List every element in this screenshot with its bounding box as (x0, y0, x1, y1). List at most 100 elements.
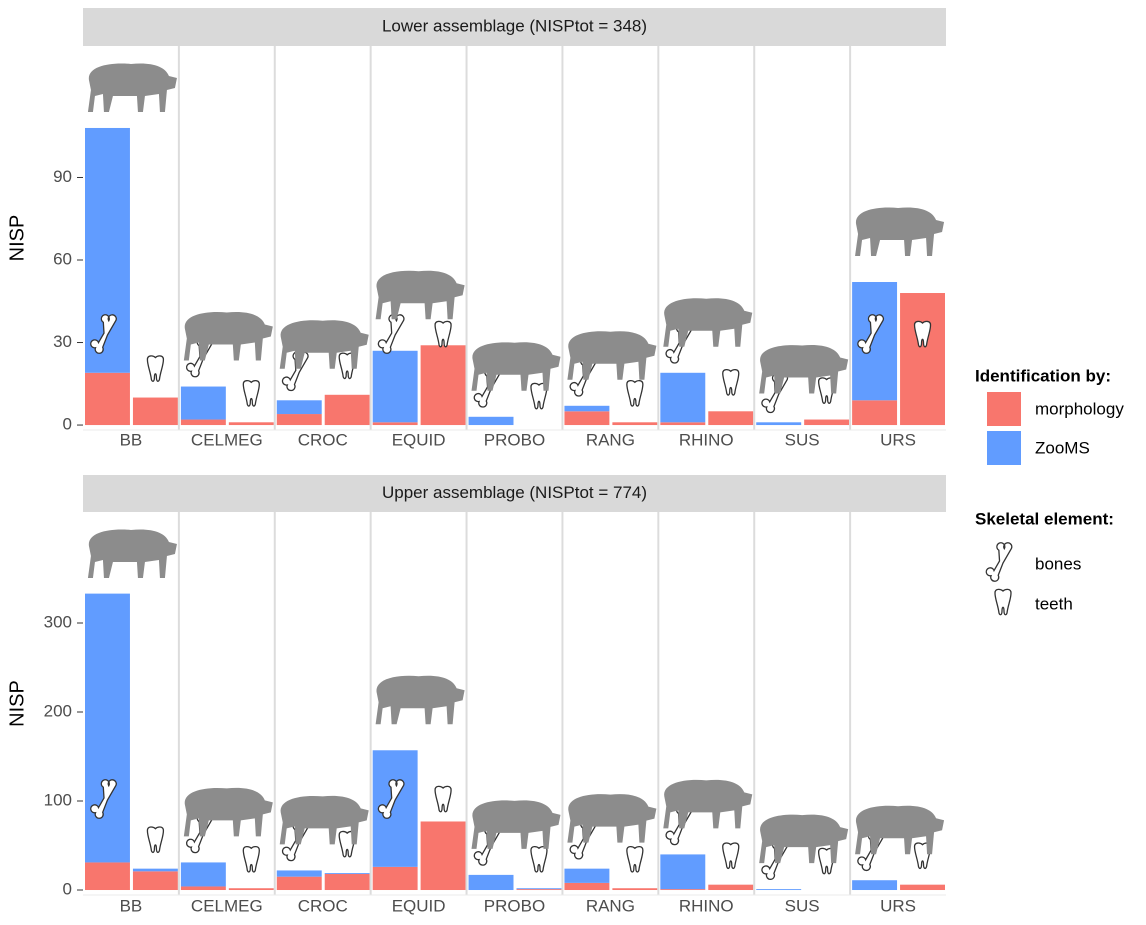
bar (708, 411, 754, 426)
bar (324, 873, 370, 874)
bar (276, 876, 322, 891)
animal-silhouette (567, 794, 657, 843)
bar (660, 422, 706, 426)
bar (228, 422, 274, 426)
tooth-icon (146, 826, 165, 854)
animal-silhouette (855, 805, 945, 855)
bar (276, 414, 322, 426)
animal-silhouette (471, 800, 561, 849)
strip (83, 475, 946, 512)
x-tick-label: CROC (298, 896, 348, 915)
y-tick-label: 100 (44, 790, 72, 809)
x-tick-label: SUS (785, 430, 820, 449)
x-tick-label: RANG (586, 896, 635, 915)
y-tick-label: 300 (44, 612, 72, 631)
bar (612, 422, 658, 426)
bar (132, 397, 178, 426)
bar (708, 884, 754, 891)
legend-icon (994, 588, 1012, 616)
legend-label: bones (1035, 554, 1081, 573)
bar (228, 888, 274, 891)
bar (900, 293, 945, 426)
bar (324, 873, 370, 891)
animal-silhouette (663, 298, 753, 347)
y-tick-label: 90 (53, 167, 72, 186)
bar (756, 889, 802, 891)
bar (132, 868, 178, 872)
bar (276, 400, 322, 415)
bar (660, 854, 706, 890)
bar (372, 350, 418, 423)
bar (564, 405, 610, 412)
animal-silhouette (855, 207, 945, 257)
x-tick-label: PROBO (484, 430, 545, 449)
y-tick-label: 30 (53, 332, 72, 351)
bar (852, 880, 898, 891)
x-tick-label: EQUID (392, 896, 446, 915)
tooth-icon (146, 355, 165, 382)
x-tick-label: URS (880, 896, 916, 915)
bar (372, 422, 418, 426)
tooth-icon (242, 380, 260, 407)
animal-silhouette (567, 331, 657, 380)
x-tick-label: SUS (785, 896, 820, 915)
tooth-icon (530, 845, 548, 873)
bar (468, 416, 514, 426)
bar (420, 345, 466, 426)
animal-silhouette (183, 312, 273, 361)
panel-title: Upper assemblage (NISPtot = 774) (382, 483, 647, 502)
y-tick-label: 0 (63, 879, 72, 898)
animal-silhouette (279, 320, 369, 369)
animal-silhouette (87, 63, 177, 112)
legend-label: teeth (1035, 594, 1073, 613)
bar (756, 422, 802, 426)
y-tick-label: 60 (53, 249, 72, 268)
x-tick-label: RANG (586, 430, 635, 449)
bar (804, 419, 850, 426)
x-tick-label: CELMEG (191, 430, 263, 449)
tooth-icon (434, 320, 452, 348)
x-tick-label: CROC (298, 430, 348, 449)
bar (516, 889, 562, 891)
animal-silhouette (183, 787, 273, 837)
y-axis-title: NISP (6, 680, 28, 727)
legend-label: ZooMS (1035, 438, 1090, 457)
bar (324, 394, 370, 426)
tooth-icon (242, 845, 260, 873)
bar (900, 884, 945, 891)
animal-silhouette (759, 345, 849, 394)
bar (852, 400, 898, 426)
animal-silhouette (759, 814, 849, 864)
bar (420, 821, 466, 891)
animal-silhouette (87, 529, 177, 578)
bar (180, 862, 226, 887)
tooth-icon (434, 785, 452, 813)
y-axis-title: NISP (6, 215, 28, 262)
bar (85, 593, 130, 863)
tooth-icon (626, 845, 644, 873)
strip (83, 8, 946, 46)
x-tick-label: PROBO (484, 896, 545, 915)
bar (132, 871, 178, 891)
legend-label: morphology (1035, 399, 1124, 418)
bar (372, 866, 418, 891)
bar (564, 882, 610, 891)
bar (564, 868, 610, 883)
panel-title: Lower assemblage (NISPtot = 348) (382, 16, 647, 35)
legend-title: Identification by: (975, 366, 1111, 385)
bar (85, 862, 130, 891)
tooth-icon (722, 369, 740, 396)
animal-silhouette (375, 675, 465, 725)
bar (180, 886, 226, 891)
bar (276, 870, 322, 877)
x-tick-label: BB (120, 896, 143, 915)
tooth-icon (722, 842, 740, 870)
bar (85, 372, 130, 426)
bar (516, 888, 562, 890)
legend-icon (980, 537, 1018, 584)
x-tick-label: BB (120, 430, 143, 449)
y-tick-label: 0 (63, 415, 72, 434)
legend-key (987, 392, 1021, 426)
x-tick-label: URS (880, 430, 916, 449)
